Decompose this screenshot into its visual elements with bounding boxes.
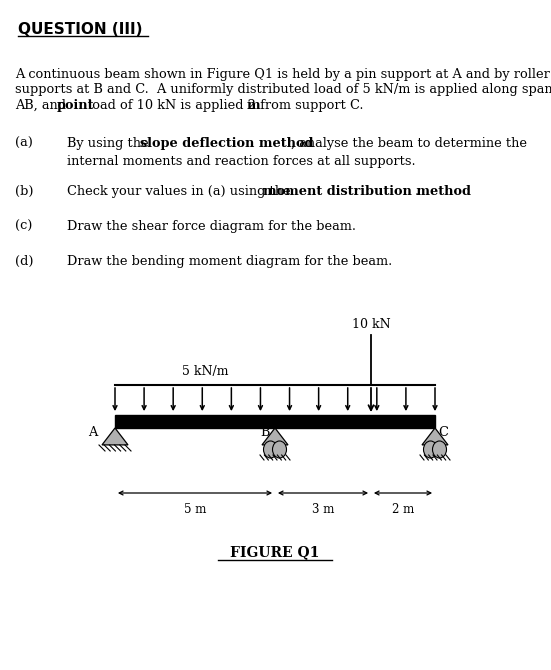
- Text: B: B: [261, 426, 270, 439]
- Text: supports at B and C.  A uniformly distributed load of 5 kN/m is applied along sp: supports at B and C. A uniformly distrib…: [15, 84, 551, 96]
- Text: FIGURE Q1: FIGURE Q1: [230, 545, 320, 559]
- Polygon shape: [102, 428, 128, 445]
- Text: internal moments and reaction forces at all supports.: internal moments and reaction forces at …: [67, 155, 415, 168]
- Text: from support C.: from support C.: [256, 99, 364, 112]
- Circle shape: [273, 441, 287, 458]
- Text: point: point: [57, 99, 95, 112]
- Text: Draw the bending moment diagram for the beam.: Draw the bending moment diagram for the …: [67, 255, 392, 268]
- Text: load of 10 kN is applied 2: load of 10 kN is applied 2: [84, 99, 260, 112]
- Circle shape: [424, 441, 437, 458]
- Circle shape: [263, 441, 278, 458]
- Text: A continuous beam shown in Figure Q1 is held by a pin support at A and by roller: A continuous beam shown in Figure Q1 is …: [15, 68, 550, 81]
- Text: 10 kN: 10 kN: [352, 318, 390, 331]
- Circle shape: [433, 441, 446, 458]
- Text: A: A: [88, 426, 97, 439]
- Text: (c): (c): [15, 220, 33, 233]
- Text: C: C: [438, 426, 448, 439]
- Text: .: .: [415, 185, 419, 198]
- Text: Check your values in (a) using the: Check your values in (a) using the: [67, 185, 295, 198]
- Text: , analyse the beam to determine the: , analyse the beam to determine the: [291, 137, 527, 150]
- Text: (a): (a): [15, 137, 33, 150]
- Text: 5 m: 5 m: [184, 503, 206, 516]
- Text: 3 m: 3 m: [312, 503, 334, 516]
- Text: By using the: By using the: [67, 137, 153, 150]
- Text: (b): (b): [15, 185, 34, 198]
- Text: m: m: [247, 99, 261, 112]
- Text: AB, and: AB, and: [15, 99, 70, 112]
- Polygon shape: [115, 415, 435, 428]
- Text: 2I: 2I: [353, 417, 366, 430]
- Text: I: I: [197, 417, 203, 430]
- Polygon shape: [262, 428, 288, 445]
- Text: QUESTION (III): QUESTION (III): [18, 22, 143, 37]
- Polygon shape: [422, 428, 448, 445]
- Text: 5 kN/m: 5 kN/m: [182, 365, 228, 378]
- Text: slope deflection method: slope deflection method: [140, 137, 314, 150]
- Text: 2 m: 2 m: [392, 503, 414, 516]
- Text: (d): (d): [15, 255, 34, 268]
- Text: Draw the shear force diagram for the beam.: Draw the shear force diagram for the bea…: [67, 220, 356, 233]
- Text: moment distribution method: moment distribution method: [263, 185, 471, 198]
